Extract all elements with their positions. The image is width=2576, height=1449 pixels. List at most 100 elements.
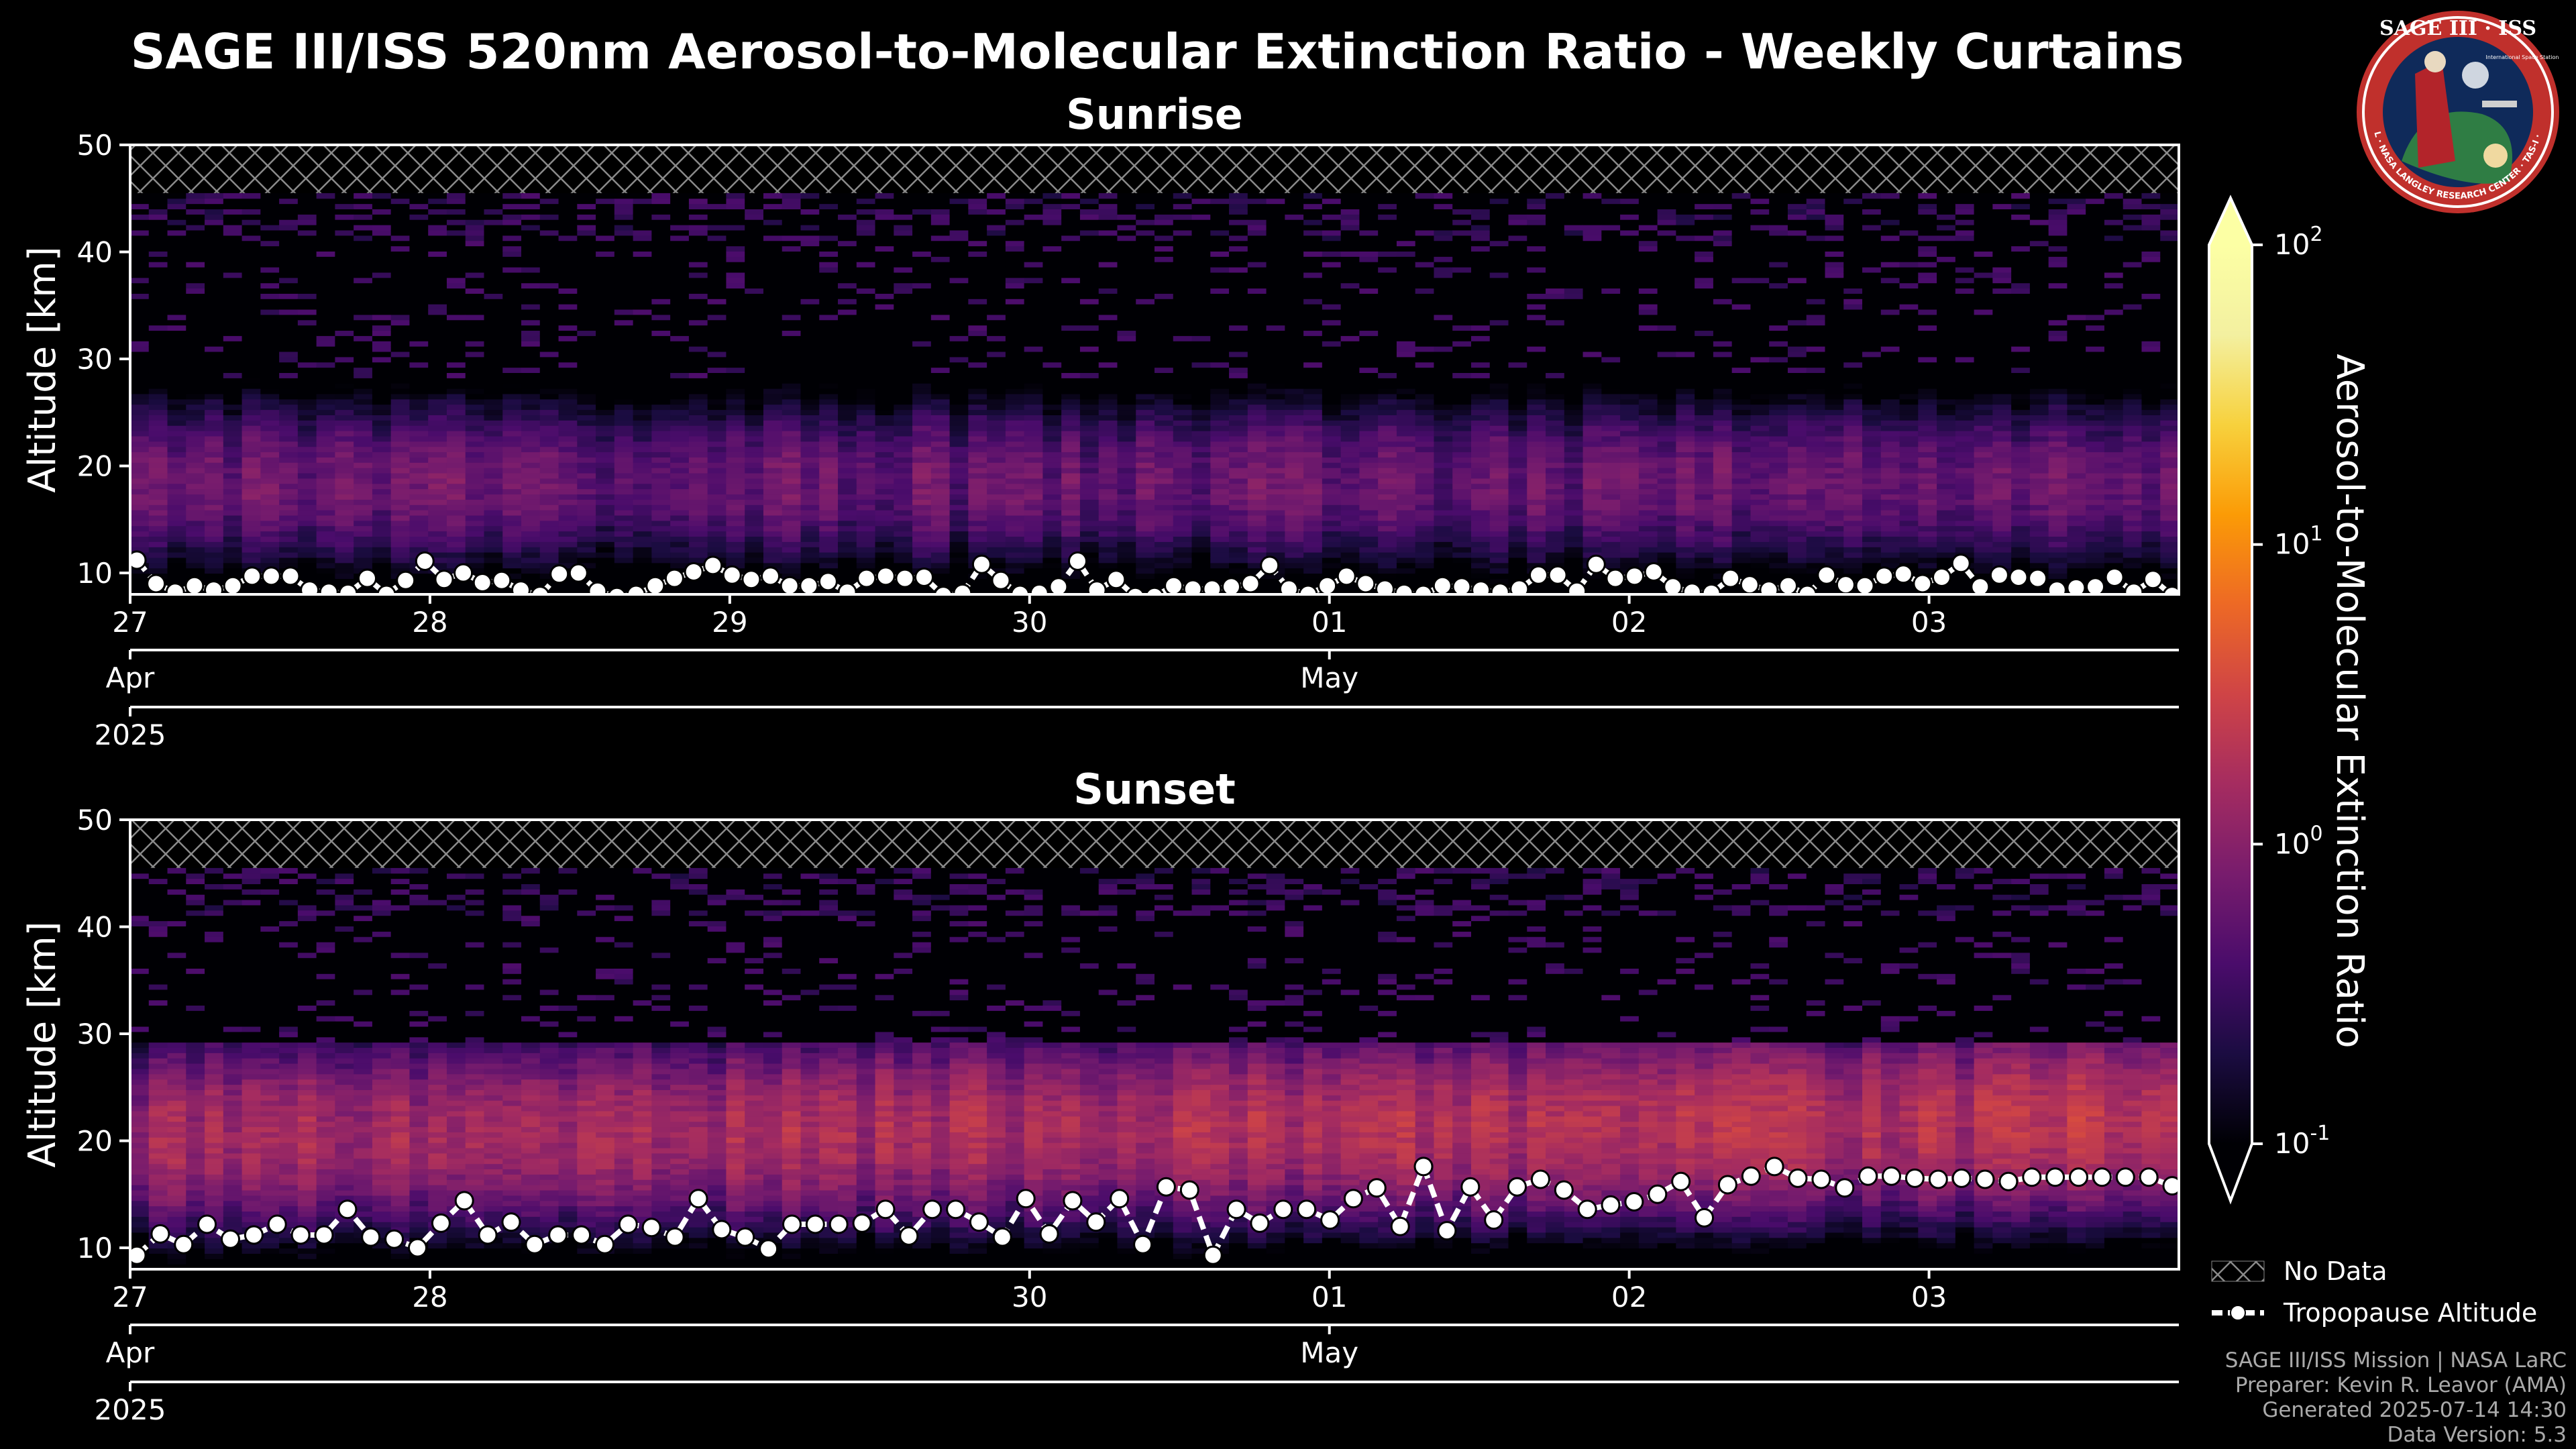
heatmap-cell — [1024, 536, 1044, 542]
heatmap-cell — [614, 346, 634, 352]
heatmap-cell — [688, 309, 708, 315]
heatmap-cell — [707, 325, 727, 331]
heatmap-cell — [428, 462, 447, 468]
heatmap-cell — [1247, 483, 1267, 490]
heatmap-cell — [670, 536, 690, 542]
heatmap-cell — [390, 356, 411, 363]
heatmap-cell — [707, 214, 727, 220]
heatmap-cell — [279, 488, 299, 495]
heatmap-cell — [354, 499, 373, 505]
heatmap-cell — [651, 499, 671, 505]
heatmap-cell — [1322, 335, 1342, 341]
heatmap-cell — [130, 536, 150, 542]
heatmap-cell — [819, 520, 839, 527]
heatmap-cell — [894, 319, 913, 326]
heatmap-cell — [558, 552, 578, 558]
heatmap-cell — [558, 468, 578, 474]
heatmap-cell — [968, 425, 987, 431]
heatmap-cell — [1266, 398, 1285, 405]
heatmap-cell — [987, 209, 1006, 215]
heatmap-cell — [819, 251, 839, 257]
heatmap-cell — [875, 483, 894, 490]
heatmap-cell — [1061, 468, 1081, 474]
heatmap-cell — [148, 547, 168, 553]
heatmap-cell — [614, 309, 634, 315]
heatmap-cell — [670, 525, 690, 532]
heatmap-cell — [1136, 531, 1155, 537]
heatmap-cell — [745, 557, 764, 564]
heatmap-cell — [1061, 430, 1081, 437]
heatmap-cell — [502, 341, 522, 347]
heatmap-cell — [205, 330, 224, 336]
heatmap-cell — [502, 198, 522, 205]
heatmap-cell — [894, 240, 913, 247]
heatmap-cell — [1155, 441, 1174, 447]
heatmap-cell — [912, 378, 932, 384]
heatmap-cell — [633, 240, 652, 247]
heatmap-cell — [316, 198, 335, 205]
heatmap-cell — [912, 525, 932, 532]
heatmap-cell — [1117, 198, 1136, 205]
heatmap-cell — [1098, 325, 1118, 331]
heatmap-cell — [335, 393, 354, 400]
heatmap-cell — [1173, 547, 1193, 553]
heatmap-cell — [651, 409, 671, 415]
heatmap-cell — [1229, 251, 1248, 257]
heatmap-cell — [1229, 536, 1248, 542]
heatmap-cell — [1285, 235, 1304, 241]
heatmap-cell — [390, 547, 411, 553]
heatmap-cell — [1191, 335, 1211, 341]
heatmap-cell — [838, 520, 857, 527]
heatmap-cell — [1229, 446, 1248, 453]
heatmap-cell — [1136, 225, 1155, 231]
heatmap-cell — [354, 415, 373, 421]
heatmap-cell — [1042, 193, 1062, 199]
heatmap-cell — [539, 562, 559, 569]
heatmap-cell — [670, 203, 690, 209]
heatmap-cell — [633, 372, 652, 378]
heatmap-cell — [465, 494, 485, 500]
heatmap-cell — [297, 457, 317, 463]
heatmap-cell — [875, 383, 894, 389]
heatmap-cell — [1340, 510, 1360, 516]
heatmap-cell — [838, 552, 857, 558]
heatmap-cell — [316, 451, 335, 458]
heatmap-cell — [1247, 240, 1267, 247]
heatmap-cell — [875, 282, 894, 289]
heatmap-cell — [1136, 404, 1155, 411]
heatmap-cell — [688, 198, 708, 205]
heatmap-cell — [596, 578, 615, 584]
heatmap-cell — [1042, 525, 1062, 532]
heatmap-cell — [241, 219, 261, 225]
heatmap-cell — [968, 468, 987, 474]
heatmap-cell — [1340, 488, 1360, 495]
heatmap-cell — [800, 288, 820, 294]
heatmap-cell — [205, 520, 224, 527]
heatmap-cell — [1191, 430, 1211, 437]
heatmap-cell — [297, 367, 317, 374]
heatmap-cell — [763, 304, 783, 310]
heatmap-cell — [390, 499, 411, 505]
heatmap-cell — [577, 372, 596, 378]
heatmap-cell — [205, 219, 224, 225]
heatmap-cell — [633, 568, 652, 574]
heatmap-cell — [167, 468, 186, 474]
heatmap-cell — [987, 351, 1006, 358]
heatmap-cell — [130, 525, 150, 532]
heatmap-cell — [130, 499, 150, 505]
heatmap-cell — [279, 362, 299, 368]
heatmap-cell — [1061, 203, 1081, 209]
heatmap-cell — [875, 351, 894, 358]
heatmap-cell — [186, 288, 205, 294]
heatmap-cell — [875, 425, 894, 431]
heatmap-cell — [205, 451, 224, 458]
heatmap-cell — [335, 193, 354, 199]
heatmap-cell — [968, 319, 987, 326]
heatmap-cell — [1266, 388, 1285, 394]
heatmap-cell — [223, 262, 243, 268]
heatmap-cell — [465, 362, 485, 368]
heatmap-cell — [409, 435, 429, 442]
heatmap-cell — [241, 531, 261, 537]
heatmap-cell — [1098, 531, 1118, 537]
